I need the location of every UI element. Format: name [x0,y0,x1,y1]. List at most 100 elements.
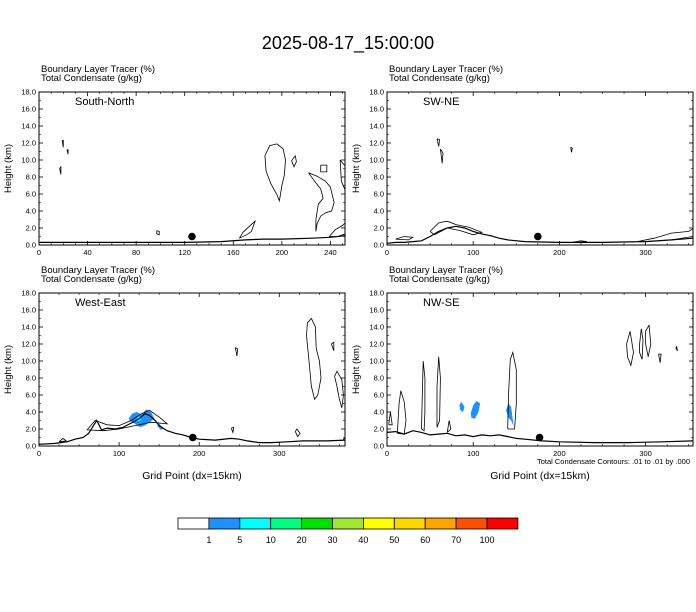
location-marker [534,232,542,241]
y-tick-label: 6.0 [26,391,36,400]
x-tick-label: 0 [37,248,41,257]
y-tick-label: 8.0 [374,374,384,383]
y-tick-label: 14.0 [369,323,384,332]
condensate-contour [239,219,256,239]
colorbar-swatch [332,517,364,530]
plot-frame [38,91,346,246]
panel-header-condensate: Total Condensate (g/kg) [41,274,142,285]
condensate-contour [66,149,69,155]
x-tick-label: 100 [113,449,126,458]
x-axis-label: Grid Point (dx=15km) [142,470,242,482]
y-tick-label: 0.0 [374,442,384,451]
colorbar-swatch [270,517,303,530]
location-marker [188,232,196,241]
y-axis-label: Height (km) [3,144,14,193]
colorbar-label: 10 [266,535,276,545]
x-tick-label: 200 [553,248,566,257]
plot-area [39,139,345,243]
condensate-contour [429,220,484,236]
colorbar-label: 1 [206,535,211,545]
colorbar-swatch [301,517,333,530]
condensate-contour [507,351,517,430]
y-tick-label: 10.0 [21,357,36,366]
colorbar-swatch [362,517,395,530]
panel-header-tracer: Boundary Layer Tracer (%) [389,64,503,75]
condensate-contour [645,324,652,357]
colorbar-swatch [455,517,488,530]
y-tick-label: 2.0 [374,224,384,233]
condensate-contour [230,426,235,434]
y-tick-label: 16.0 [369,306,384,315]
plot-area [387,324,693,444]
condensate-contour [320,164,328,173]
tracer-shading [506,403,514,427]
condensate-contour [331,341,335,351]
y-tick-label: 2.0 [26,425,36,434]
x-tick-label: 80 [132,248,140,257]
panel-header-tracer: Boundary Layer Tracer (%) [41,265,155,276]
condensate-contour [59,165,62,175]
y-tick-label: 10.0 [369,357,384,366]
panel-nw-se: Boundary Layer Tracer (%)Total Condensat… [351,265,694,482]
panel-label: West-East [75,297,126,309]
condensate-contour [639,328,644,360]
y-tick-label: 16.0 [21,105,36,114]
x-tick-label: 200 [276,248,289,257]
colorbar-swatch [239,517,272,530]
y-tick-label: 0.0 [26,241,36,250]
panel-header-condensate: Total Condensate (g/kg) [41,73,142,84]
colorbar-label: 20 [297,535,307,545]
tracer-shading [470,400,481,419]
y-tick-label: 18.0 [21,88,36,97]
y-tick-label: 6.0 [26,190,36,199]
x-tick-label: 0 [385,248,389,257]
plot-frame [38,292,346,447]
x-tick-label: 0 [385,449,389,458]
y-tick-label: 18.0 [369,289,384,298]
y-tick-label: 10.0 [21,156,36,165]
condensate-contour [626,331,634,367]
x-tick-label: 200 [193,449,206,458]
condensate-contour [339,159,345,190]
colorbar-label: 5 [237,535,242,545]
colorbar-label: 60 [420,535,430,545]
colorbar-label: 30 [327,535,337,545]
panels: Boundary Layer Tracer (%)Total Condensat… [3,64,694,482]
condensate-contour [334,370,344,408]
condensate-contour [446,420,452,433]
terrain-line [39,235,345,243]
panel-south-north: Boundary Layer Tracer (%)Total Condensat… [3,64,346,257]
panel-header-condensate: Total Condensate (g/kg) [389,73,490,84]
x-tick-label: 120 [178,248,191,257]
x-tick-label: 300 [273,449,286,458]
plot-frame [386,292,694,447]
x-tick-label: 0 [37,449,41,458]
y-tick-label: 16.0 [21,306,36,315]
condensate-contour [436,138,441,147]
condensate-contour [570,146,573,153]
x-tick-label: 100 [467,248,480,257]
x-tick-label: 160 [227,248,240,257]
y-tick-label: 12.0 [369,340,384,349]
y-tick-label: 2.0 [26,224,36,233]
panel-label: South-North [75,96,134,108]
terrain-line [387,225,693,244]
plot-area [387,138,693,244]
y-tick-label: 4.0 [374,408,384,417]
condensate-contour [306,317,322,401]
y-tick-label: 4.0 [26,408,36,417]
y-tick-label: 12.0 [369,139,384,148]
condensate-contour [308,172,335,232]
x-tick-label: 300 [639,449,652,458]
colorbar-swatch [393,517,426,530]
figure-title: 2025-08-17_15:00:00 [262,33,434,54]
y-axis-label: Height (km) [351,345,362,394]
panel-header-condensate: Total Condensate (g/kg) [389,274,490,285]
colorbar-swatch [424,517,457,530]
y-tick-label: 8.0 [374,173,384,182]
y-tick-label: 6.0 [374,190,384,199]
plot-area [39,317,345,445]
y-tick-label: 18.0 [21,289,36,298]
y-tick-label: 14.0 [369,122,384,131]
panel-header-tracer: Boundary Layer Tracer (%) [41,64,155,75]
